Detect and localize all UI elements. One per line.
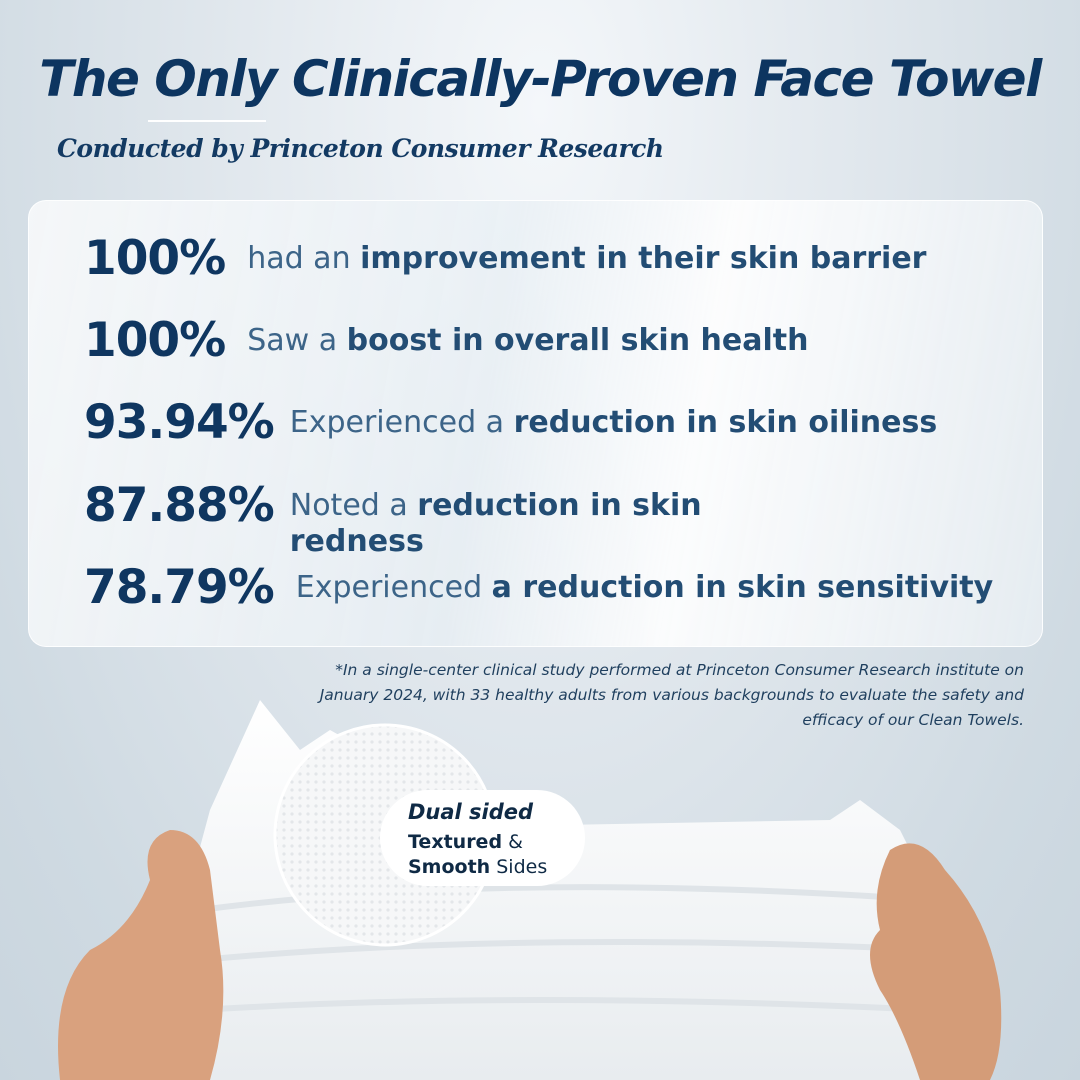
stat-percent: 93.94%: [84, 395, 275, 450]
stat-percent: 78.79%: [84, 560, 275, 615]
right-hand: [870, 843, 1002, 1080]
study-footnote: *In a single-center clinical study perfo…: [319, 661, 1024, 729]
title-underline-divider: [148, 120, 266, 122]
stat-row: 93.94% Experienced a reduction in skin o…: [84, 395, 937, 451]
headline: The Only Clinically-Proven Face Towel: [39, 50, 1042, 108]
left-hand: [58, 830, 224, 1080]
stat-percent: 100%: [84, 313, 226, 368]
stat-row: 100% had an improvement in their skin ba…: [84, 231, 926, 287]
towel-photo: [58, 700, 1002, 1080]
subtitle: Conducted by Princeton Consumer Research: [57, 134, 664, 163]
stat-row: 78.79% Experienced a reduction in skin s…: [84, 560, 993, 616]
stat-row: 100% Saw a boost in overall skin health: [84, 313, 808, 369]
stat-description: Saw a boost in overall skin health: [247, 323, 809, 358]
stat-description: Noted a reduction in skin redness: [289, 488, 702, 559]
stats-card: 100% had an improvement in their skin ba…: [28, 200, 1043, 647]
stat-description: Experienced a reduction in skin oiliness: [289, 405, 938, 440]
stat-description: Experienced a reduction in skin sensitiv…: [295, 570, 994, 605]
stat-row: 87.88% Noted a reduction in skin redness: [84, 478, 730, 560]
dual-sided-badge: Dual sided Textured & Smooth Sides: [380, 790, 585, 886]
stat-percent: 87.88%: [84, 478, 275, 533]
stat-percent: 100%: [84, 231, 226, 286]
stat-description: had an improvement in their skin barrier: [247, 241, 927, 276]
